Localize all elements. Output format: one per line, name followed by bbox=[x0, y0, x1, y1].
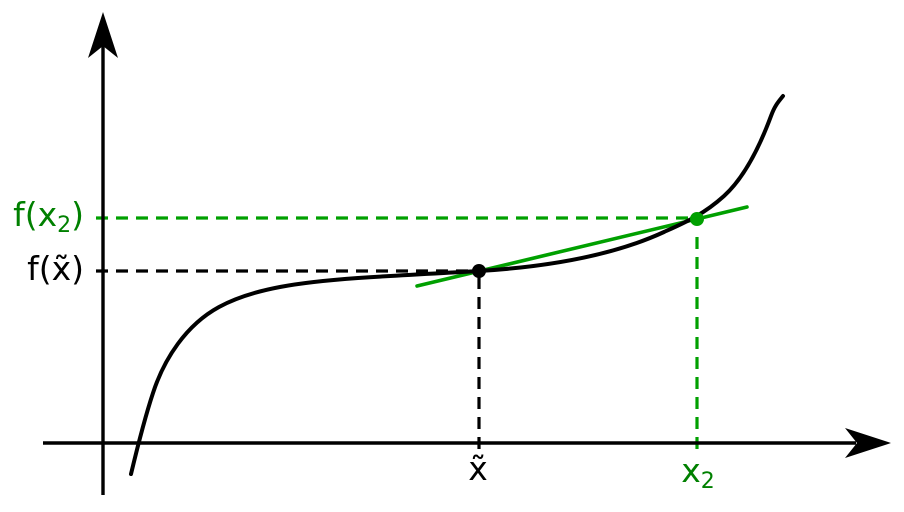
y-axis-label-f-xtilde: f(x̃) bbox=[27, 249, 84, 288]
x-axis-arrowhead-icon bbox=[845, 428, 891, 458]
point-xtilde-marker bbox=[472, 264, 486, 278]
x-axis-label-xtilde: x̃ bbox=[468, 449, 488, 488]
label-f-x2-subscript: 2 bbox=[57, 213, 72, 238]
label-x2-base: x bbox=[681, 451, 701, 490]
function-curve bbox=[129, 94, 785, 476]
x-axis-label-x2: x2 bbox=[676, 452, 720, 494]
y-axis-label-f-x2: f(x2) bbox=[13, 196, 84, 238]
label-f-x2-prefix: f(x bbox=[13, 195, 58, 234]
label-f-x2-close: ) bbox=[71, 195, 84, 234]
y-axis-arrowhead-icon bbox=[88, 12, 118, 58]
label-x2-subscript: 2 bbox=[700, 469, 715, 494]
point-x2-marker bbox=[690, 212, 704, 226]
